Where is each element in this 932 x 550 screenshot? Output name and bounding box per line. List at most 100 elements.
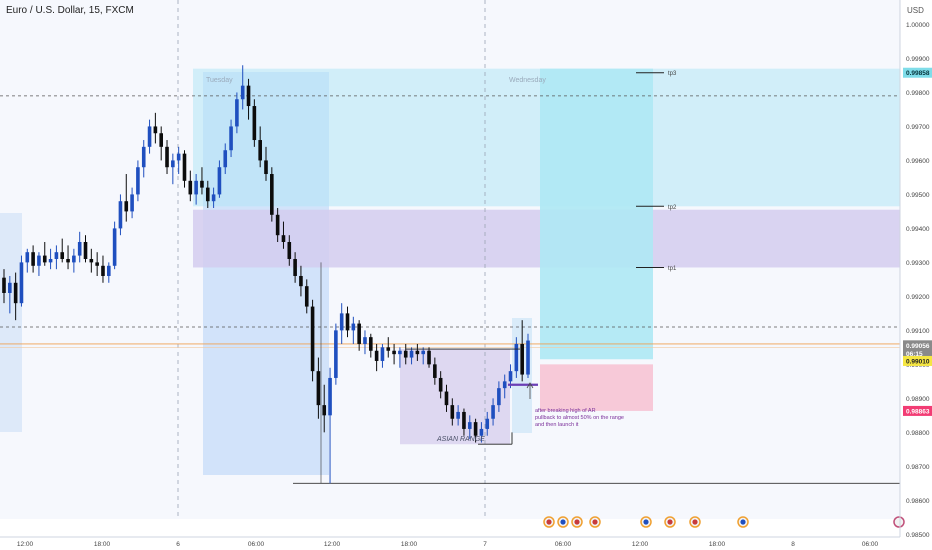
candle-body-55 — [322, 405, 327, 416]
candle-body-28 — [165, 146, 169, 168]
candle-body-71 — [415, 350, 420, 355]
candle-body-77 — [450, 405, 455, 419]
candle-body-29 — [171, 160, 175, 168]
candle-body-57 — [334, 330, 338, 378]
price-label-bg-stop-loss — [903, 405, 932, 416]
candle-body-81 — [473, 422, 478, 436]
candle-body-42 — [246, 85, 251, 107]
candle-body-4 — [25, 252, 30, 263]
time-tick-0: 12:00 — [17, 541, 34, 548]
price-label-last-price: 0.99056 — [906, 343, 930, 350]
tp1-label: tp1 — [668, 266, 677, 272]
event-flag-6 — [667, 519, 673, 525]
candle-body-41 — [240, 85, 245, 100]
candle-body-19 — [112, 228, 117, 266]
candle-body-25 — [147, 126, 152, 147]
candle-body-9 — [54, 252, 59, 259]
price-tick-6: 0.99400 — [906, 226, 930, 233]
candle-body-8 — [48, 258, 53, 263]
candle-body-68 — [398, 350, 402, 355]
candle-body-54 — [316, 371, 321, 406]
candle-body-78 — [456, 411, 460, 419]
candle-body-40 — [235, 99, 239, 127]
candle-body-1 — [8, 282, 12, 293]
candle-body-38 — [223, 150, 228, 168]
candle-body-26 — [153, 126, 158, 134]
long-target-zone — [540, 68, 653, 360]
candle-body-17 — [101, 265, 105, 276]
candle-body-62 — [363, 337, 367, 344]
candle-body-13 — [77, 241, 82, 256]
left-session-zone — [0, 213, 22, 432]
candle-body-73 — [427, 350, 431, 365]
candle-body-45 — [264, 160, 268, 175]
candle-body-35 — [205, 187, 210, 202]
candle-body-53 — [310, 306, 315, 372]
candle-body-10 — [60, 252, 65, 259]
candle-body-0 — [2, 277, 6, 293]
candle-body-18 — [106, 265, 111, 276]
candle-body-87 — [508, 371, 513, 382]
price-label-countdown: 06:15 — [906, 351, 923, 358]
price-tick-13: 0.98700 — [906, 464, 930, 471]
event-flag-3 — [574, 519, 580, 525]
candle-body-32 — [188, 180, 193, 195]
candle-body-76 — [444, 391, 449, 406]
candle-body-79 — [462, 411, 466, 429]
candle-body-70 — [409, 350, 414, 358]
price-tick-12: 0.98800 — [906, 430, 930, 437]
candle-body-49 — [287, 241, 292, 259]
candle-body-84 — [491, 405, 495, 419]
candle-body-2 — [13, 282, 18, 304]
candle-body-85 — [497, 388, 501, 406]
event-flag-7 — [692, 519, 698, 525]
time-tick-11: 06:00 — [862, 541, 879, 548]
price-tick-11: 0.98900 — [906, 396, 930, 403]
candle-body-37 — [217, 167, 222, 195]
candle-body-50 — [293, 258, 297, 276]
event-flag-2 — [560, 519, 566, 525]
candle-body-31 — [182, 153, 187, 181]
price-tick-15: 0.98500 — [906, 532, 930, 539]
candle-body-34 — [200, 180, 204, 188]
candle-body-48 — [281, 235, 286, 242]
candle-body-3 — [19, 262, 24, 304]
candle-body-59 — [345, 313, 350, 331]
symbol-title[interactable]: Euro / U.S. Dollar, 15, FXCM — [6, 5, 134, 16]
price-label-tp3: 0.99858 — [906, 70, 930, 77]
candle-body-51 — [299, 275, 303, 287]
candle-body-65 — [380, 347, 385, 361]
note-line-1: after breaking high of AR — [535, 408, 596, 414]
price-tick-9: 0.99100 — [906, 328, 930, 335]
candle-body-74 — [433, 364, 437, 378]
asian-range-label: ASIAN RANGE — [436, 436, 485, 443]
candle-body-11 — [66, 258, 70, 263]
event-flag-5 — [643, 519, 649, 525]
long-stop-zone — [540, 364, 653, 411]
price-tick-3: 0.99700 — [906, 124, 930, 131]
time-tick-7: 06:00 — [555, 541, 572, 548]
candle-body-88 — [514, 343, 519, 372]
candle-body-80 — [467, 422, 472, 429]
price-tick-8: 0.99200 — [906, 294, 930, 301]
candle-body-20 — [118, 201, 123, 229]
candle-body-82 — [479, 428, 484, 436]
event-flag-4 — [592, 519, 598, 525]
candle-body-69 — [403, 350, 408, 358]
candle-body-24 — [141, 146, 146, 168]
candle-body-14 — [83, 241, 88, 259]
candle-body-64 — [374, 350, 379, 361]
time-tick-1: 18:00 — [94, 541, 111, 548]
event-flag-1 — [546, 519, 552, 525]
candle-body-46 — [270, 174, 274, 215]
time-tick-5: 18:00 — [401, 541, 418, 548]
candle-body-58 — [339, 313, 344, 331]
candle-body-43 — [252, 106, 257, 141]
price-label-stop-loss: 0.98863 — [906, 408, 930, 415]
price-label-bg-entry — [903, 355, 932, 366]
price-tick-14: 0.98600 — [906, 498, 930, 505]
candle-body-15 — [89, 258, 94, 263]
note-line-3: and then launch it — [535, 422, 579, 428]
note-arrow-head — [526, 382, 534, 389]
